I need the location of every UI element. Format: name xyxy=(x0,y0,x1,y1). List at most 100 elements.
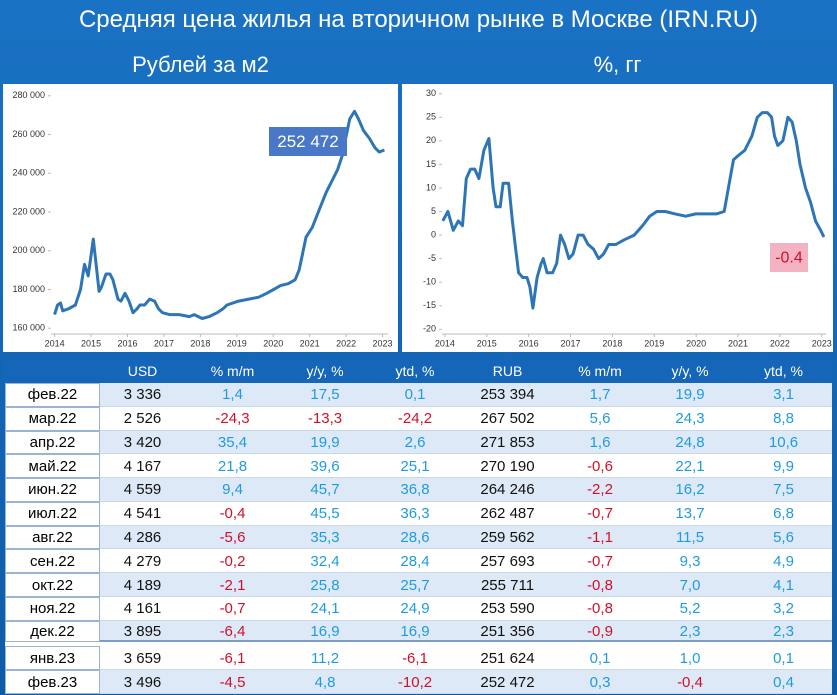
table-cell: 5,6 xyxy=(773,528,794,546)
table-cell: 1,7 xyxy=(589,386,611,404)
table-cell: 1,4 xyxy=(222,386,243,404)
table-cell: 28,6 xyxy=(400,528,430,546)
y-tick-label: 240 000 xyxy=(12,168,45,178)
table-cell: 3 895 xyxy=(123,623,162,641)
table-cell: 45,7 xyxy=(310,481,340,499)
table-cell: 32,4 xyxy=(310,552,340,570)
table-cell: 5,2 xyxy=(679,600,701,618)
y-tick-label: 260 000 xyxy=(12,129,45,139)
x-tick-label: 2021 xyxy=(728,338,748,348)
x-tick-label: 2023 xyxy=(812,338,832,348)
table-cell: 3,1 xyxy=(773,386,794,404)
x-tick-label: 2014 xyxy=(45,338,65,348)
row-label: июн.22 xyxy=(5,478,100,502)
data-line xyxy=(441,111,826,310)
row-band xyxy=(100,406,832,431)
table-cell: 253 590 xyxy=(480,600,535,618)
row-band xyxy=(100,501,832,526)
x-tick-label: 2022 xyxy=(336,338,356,348)
table-cell: 16,2 xyxy=(675,481,705,499)
x-tick-label: 2015 xyxy=(477,338,497,348)
table-cell: 0,1 xyxy=(589,649,611,667)
table-cell: 1,0 xyxy=(679,649,701,667)
y-tick-label: 25 xyxy=(426,112,436,122)
table-cell: 3 659 xyxy=(123,649,162,667)
row-label: мар.22 xyxy=(5,406,100,431)
table-cell: 25,8 xyxy=(310,576,340,594)
column-header: ytd, % xyxy=(764,362,803,379)
table-cell: 264 246 xyxy=(480,481,535,499)
table-cell: 9,9 xyxy=(773,457,794,475)
table-cell: 16,9 xyxy=(310,623,340,641)
table-cell: 4 286 xyxy=(123,528,162,546)
table-cell: 253 394 xyxy=(480,386,535,404)
table-cell: -24,2 xyxy=(397,410,433,428)
table-cell: 19,9 xyxy=(675,386,705,404)
table-cell: 4 189 xyxy=(123,576,162,594)
table-cell: 22,1 xyxy=(675,457,705,475)
x-tick-label: 2020 xyxy=(686,338,706,348)
table-cell: 271 853 xyxy=(480,433,535,451)
row-band xyxy=(100,454,832,479)
chart-title: Рублей за м2 xyxy=(132,52,269,77)
row-band xyxy=(100,670,832,694)
yoy-chart: -20 -15 -10 -5 0 5 10 15 20 25 30 2014 2015 2016 2017 2… xyxy=(402,84,833,352)
table-cell: 4,9 xyxy=(773,552,794,570)
table-cell: 262 487 xyxy=(480,505,535,523)
row-band xyxy=(100,646,832,671)
column-header: USD xyxy=(127,362,158,379)
table-cell: 255 711 xyxy=(480,576,535,594)
price-chart: 160 000 180 000 200 000 220 000 240 000 260 0… xyxy=(3,84,398,352)
column-header: y/y, % xyxy=(306,362,344,379)
table-cell: 8,8 xyxy=(773,410,794,428)
x-tick-label: 2022 xyxy=(770,338,790,348)
table-cell: -6,4 xyxy=(219,623,246,641)
row-band xyxy=(100,596,832,621)
row-label: июл.22 xyxy=(5,501,100,526)
y-tick-label: 20 xyxy=(426,135,436,145)
data-table: USD % m/m y/y, % ytd, % RUB % m/m y/y, % ytd, %… xyxy=(5,358,832,694)
table-cell: -1,1 xyxy=(587,528,613,546)
table-cell: 36,3 xyxy=(400,505,430,523)
table-cell: 24,1 xyxy=(310,600,340,618)
table-cell: 45,5 xyxy=(310,505,340,523)
table-cell: -2,1 xyxy=(219,576,246,594)
x-tick-label: 2015 xyxy=(81,338,101,348)
table-cell: 6,8 xyxy=(773,505,794,523)
row-band xyxy=(100,573,832,597)
table-cell: -13,3 xyxy=(307,410,343,428)
table-cell: -0,4 xyxy=(219,505,246,523)
y-tick-label: 15 xyxy=(426,159,436,169)
column-header: % m/m xyxy=(210,362,255,379)
annotation-box xyxy=(770,243,808,272)
table-cell: 251 624 xyxy=(480,649,535,667)
column-header: y/y, % xyxy=(671,362,709,379)
x-tick-label: 2014 xyxy=(435,338,455,348)
table-cell: 3 336 xyxy=(123,386,162,404)
column-header: % m/m xyxy=(578,362,622,379)
x-tick-label: 2017 xyxy=(561,338,581,348)
row-label: янв.23 xyxy=(5,646,100,671)
row-band xyxy=(100,525,832,550)
row-label: сен.22 xyxy=(5,549,100,574)
table-cell: 28,4 xyxy=(400,552,430,570)
chart-title: %, гг xyxy=(593,52,642,77)
annotation: -0.4 xyxy=(775,250,803,267)
table-cell: 3,2 xyxy=(773,600,794,618)
table-cell: 0,3 xyxy=(589,673,611,691)
table-cell: -0,9 xyxy=(587,623,613,641)
row-band xyxy=(100,478,832,502)
table-cell: 4 541 xyxy=(123,505,162,523)
table-cell: 36,8 xyxy=(400,481,430,499)
table-cell: 259 562 xyxy=(480,528,535,546)
x-tick-label: 2019 xyxy=(644,338,664,348)
y-tick-label: -5 xyxy=(428,253,436,263)
table-cell: 17,5 xyxy=(310,386,340,404)
table-cell: 0,4 xyxy=(773,673,794,691)
y-tick-label: -15 xyxy=(423,300,436,310)
table-cell: -6,1 xyxy=(402,649,428,667)
table-cell: 2,3 xyxy=(679,623,701,641)
row-band xyxy=(100,383,832,407)
table-cell: -5,6 xyxy=(219,528,246,546)
